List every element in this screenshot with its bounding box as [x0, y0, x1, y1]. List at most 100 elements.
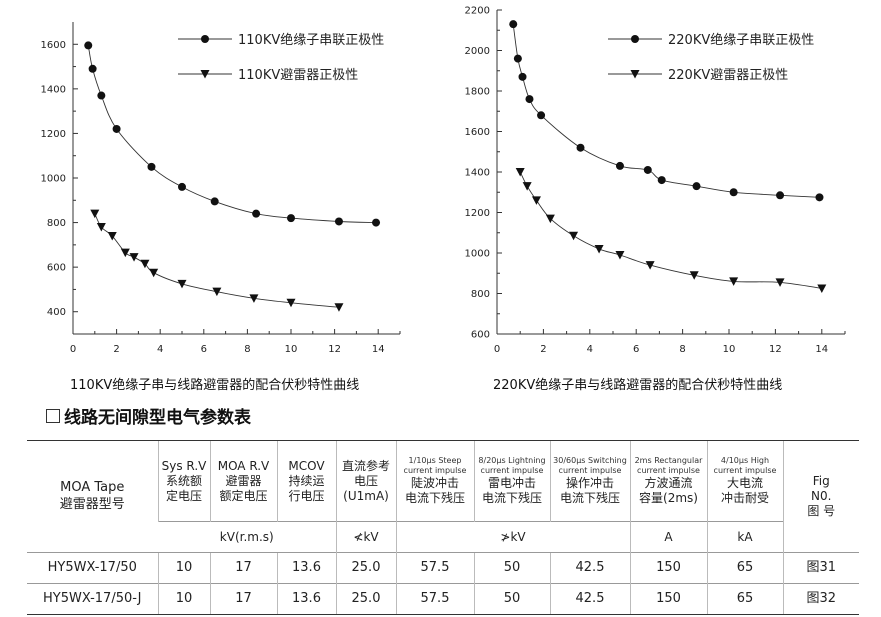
cell-switching: 42.5: [549, 552, 630, 584]
chart-110kv: 0 2 4 6 8 10 12 14 400 600 800 1000 1200 1400 1600 110K…: [41, 22, 401, 355]
y-tick-label: 1200: [465, 208, 490, 219]
legend-label: 220KV绝缘子串联正极性: [668, 32, 814, 48]
header-high-current: 4/10μs High current impulse 大电流 冲击耐受: [706, 440, 783, 522]
x-tick-label: 14: [372, 344, 385, 355]
data-point: [149, 268, 159, 278]
header-sys-rv: Sys R.V 系统额 定电压: [157, 440, 210, 522]
cell-rect: 150: [629, 583, 707, 615]
legend-marker: [200, 70, 210, 79]
data-point: [252, 209, 261, 218]
data-point: [525, 95, 534, 104]
x-tick-label: 12: [328, 344, 341, 355]
table-row: HY5WX-17/50 10 17 13.6 25.0 57.5 50 42.5…: [27, 552, 859, 584]
y-tick-label: 600: [47, 263, 66, 274]
cell-sys-rv: 10: [157, 552, 210, 584]
data-point: [645, 261, 655, 270]
y-tick-label: 1600: [465, 127, 490, 138]
cell-mcov: 13.6: [276, 552, 336, 584]
cell-moa-rv: 17: [209, 552, 277, 584]
data-point: [107, 231, 117, 241]
y-tick-label: 800: [47, 218, 66, 229]
table-row: HY5WX-17/50-J 10 17 13.6 25.0 57.5 50 42…: [27, 583, 859, 615]
y-tick-label: 800: [471, 289, 490, 300]
series-curve: [512, 24, 820, 198]
data-point: [615, 251, 625, 260]
legend-label: 220KV避雷器正极性: [668, 68, 788, 83]
checkbox-icon: [46, 408, 60, 423]
data-point: [515, 168, 525, 177]
data-point: [129, 253, 139, 262]
data-point: [90, 209, 100, 219]
data-point: [147, 162, 156, 171]
cell-lightning: 50: [473, 583, 550, 615]
data-point: [96, 223, 106, 232]
header-lightning: 8/20μs Lightning current impulse 雷电冲击 电流…: [473, 440, 550, 522]
y-tick-label: 400: [47, 307, 66, 318]
header-steep: 1/10μs Steep current impulse 陡波冲击 电流下残压: [395, 440, 474, 522]
x-tick-label: 10: [285, 344, 298, 355]
data-point: [509, 20, 518, 29]
data-point: [545, 214, 555, 224]
y-tick-label: 600: [471, 330, 490, 341]
header-rectangular: 2ms Rectangular current impulse 方波通流 容量(…: [629, 440, 707, 522]
cell-high: 65: [706, 552, 783, 584]
data-point: [518, 72, 527, 81]
legend-marker: [201, 35, 209, 43]
unit-kv-max: ≯kV: [395, 521, 630, 553]
data-point: [531, 196, 541, 205]
y-tick-label: 1400: [465, 168, 490, 179]
data-point: [775, 278, 785, 287]
data-point: [177, 279, 187, 289]
data-point: [817, 284, 827, 293]
chart-220kv: 0 2 4 6 8 10 12 14 600 800 1000 1200 1400 1600 1800 200…: [465, 6, 846, 355]
data-point: [729, 277, 739, 286]
cell-lightning: 50: [473, 552, 550, 584]
legend-label: 110KV避雷器正极性: [238, 68, 358, 83]
data-point: [112, 124, 121, 133]
legend-label: 110KV绝缘子串联正极性: [238, 32, 384, 48]
section-title: 线路无间隙型电气参数表: [46, 403, 251, 428]
header-moa-rv: MOA R.V 避雷器 额定电压: [209, 440, 277, 522]
data-point: [537, 111, 546, 120]
x-tick-label: 4: [587, 344, 593, 355]
cell-moa-rv: 17: [209, 583, 277, 615]
data-point: [689, 271, 699, 280]
data-point: [522, 182, 532, 191]
legend-marker: [631, 35, 639, 43]
cell-mcov: 13.6: [276, 583, 336, 615]
y-tick-label: 1800: [465, 87, 490, 98]
parameter-table: MOA Tape 避雷器型号 Sys R.V 系统额 定电压 MOA R.V 避…: [27, 440, 859, 615]
data-point: [692, 182, 701, 191]
unit-kv-rms: kV(r.m.s): [158, 521, 336, 553]
data-point: [576, 143, 585, 152]
x-tick-label: 6: [201, 344, 207, 355]
data-point: [776, 191, 785, 200]
x-tick-label: 4: [157, 344, 163, 355]
cell-model: HY5WX-17/50-J: [27, 583, 158, 615]
x-tick-label: 10: [723, 344, 736, 355]
data-point: [815, 193, 824, 202]
cell-fig: 图32: [782, 583, 859, 615]
chart-caption-110kv: 110KV绝缘子串与线路避雷器的配合伏秒特性曲线: [70, 378, 360, 393]
data-point: [334, 303, 344, 312]
unit-kiloamp: kA: [706, 521, 783, 553]
data-point: [286, 298, 296, 308]
data-point: [615, 161, 624, 170]
cell-fig: 图31: [782, 552, 859, 584]
series-curve: [519, 171, 822, 289]
x-tick-label: 2: [113, 344, 119, 355]
data-point: [178, 182, 186, 191]
table-unit-row: kV(r.m.s) ≮kV ≯kV A kA: [27, 521, 859, 553]
x-tick-label: 0: [494, 344, 500, 355]
cell-steep: 57.5: [395, 552, 474, 584]
x-tick-label: 8: [679, 344, 685, 355]
header-mcov: MCOV 持续运 行电压: [276, 440, 336, 522]
x-tick-label: 0: [70, 344, 76, 355]
chart-caption-220kv: 220KV绝缘子串与线路避雷器的配合伏秒特性曲线: [493, 378, 783, 393]
data-point: [212, 287, 222, 297]
cell-model: HY5WX-17/50: [27, 552, 158, 584]
cell-steep: 57.5: [395, 583, 474, 615]
section-title-text: 线路无间隙型电气参数表: [64, 408, 251, 428]
cell-sys-rv: 10: [157, 583, 210, 615]
data-point: [140, 259, 150, 269]
